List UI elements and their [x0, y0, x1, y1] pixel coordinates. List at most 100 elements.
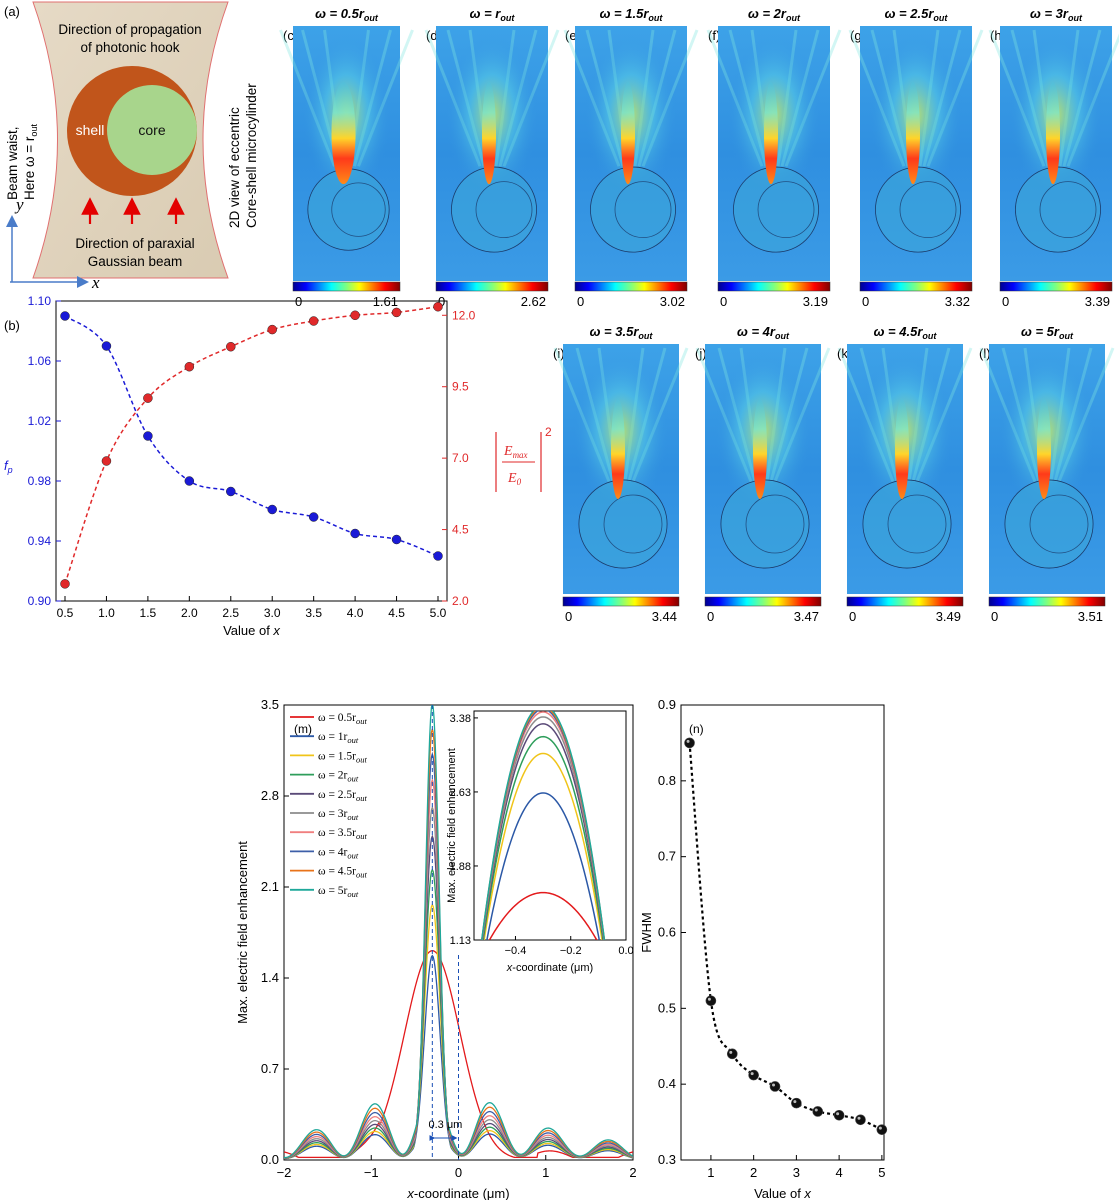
legend-label-sub: out [356, 870, 368, 880]
inset-series-group [480, 711, 606, 940]
colorbar-min: 0 [565, 609, 572, 624]
legend-label: ω = 4.5rout [318, 866, 368, 880]
field-map-title-sub: out [933, 13, 948, 23]
field-map-title: ω = 4.5rout [874, 324, 938, 341]
legend-label-main: ω = 4.5r [318, 866, 356, 878]
data-point [684, 737, 695, 749]
series-line [64, 305, 439, 585]
field-map-title-sub: out [775, 331, 790, 341]
data-point-highlight [857, 1116, 861, 1120]
y-left-tick-label: 0.94 [28, 534, 52, 548]
field-map-title: ω = 4rout [737, 324, 790, 341]
panel-n-chart: (n) 1 2 3 4 5 0.3 0.4 0.5 0.6 0.7 0.8 0.9 Value of x F… [639, 697, 888, 1200]
colorbar-min: 0 [577, 294, 584, 309]
legend-label-main: ω = 0.5r [318, 712, 356, 724]
x-tick-label: 3.5 [305, 606, 322, 620]
y-right-tick-label: 7.0 [452, 451, 469, 465]
field-hotspot [1037, 399, 1051, 499]
particle-shell [1004, 479, 1094, 569]
colorbar-min: 0 [720, 294, 727, 309]
colorbar [574, 281, 688, 292]
field-map-title-main: ω = 3.5r [590, 324, 640, 339]
beam-waist-eq: Here ω = r [22, 136, 37, 200]
data-point [226, 486, 236, 497]
legend-label-main: ω = 1.5r [318, 750, 356, 762]
y-tick-label: 0.4 [658, 1076, 676, 1091]
field-map-title: ω = 3rout [1030, 6, 1083, 23]
x-axis-label-text: Value of [223, 623, 273, 638]
legend-label-main: ω = 4r [318, 846, 348, 858]
y-axis-label: FWHM [639, 912, 654, 952]
data-point [101, 456, 112, 466]
legend-label: ω = 2.5rout [318, 789, 368, 803]
panel-a-label: (a) [4, 4, 20, 19]
legend-label: ω = 3.5rout [318, 827, 368, 841]
colorbar-max: 3.19 [803, 294, 828, 309]
colorbar-max: 3.44 [652, 609, 677, 624]
field-map-label: (i) [553, 346, 565, 361]
data-point-highlight [793, 1100, 797, 1104]
y-left-label-sub: p [7, 465, 13, 475]
y-right-tick-label: 9.5 [452, 380, 469, 394]
panel-b-chart: (b) 0.5 1.0 1.5 2.0 2.5 3.0 3.5 4.0 4.5 5.0 0.90 0.9… [4, 294, 552, 638]
inset-x-tick-label: −0.2 [560, 945, 582, 957]
field-map-title: ω = 2rout [748, 6, 801, 23]
panel-b-label: (b) [4, 318, 20, 333]
particle-shell [307, 168, 390, 251]
legend-label-sub: out [356, 716, 368, 726]
colorbar-max: 3.51 [1078, 609, 1103, 624]
beam-waist-text: Beam waist, Here ω = rout [5, 124, 39, 200]
data-point [143, 431, 153, 441]
y-left-tick-label: 0.98 [28, 474, 52, 488]
panel-a: (a) Direction of propagation of photonic… [4, 1, 259, 292]
core-circle [107, 85, 197, 175]
data-point [433, 551, 443, 561]
particle-core [1039, 181, 1097, 239]
view-text: 2D view of eccentric Core-shell microcyl… [227, 83, 259, 228]
data-point [855, 1114, 866, 1126]
field-map-title-main: ω = 2.5r [885, 6, 935, 21]
colorbar-min: 0 [991, 609, 998, 624]
particle-core [887, 494, 947, 554]
field-map-title: ω = rout [470, 6, 516, 23]
field-map-label: (l) [979, 346, 991, 361]
field-map-title: ω = 2.5rout [885, 6, 949, 23]
colorbar-max: 3.32 [945, 294, 970, 309]
y-tick-label: 1.4 [261, 970, 279, 985]
legend-label-sub: out [356, 793, 368, 803]
inset-y-tick-label: 1.13 [450, 935, 471, 947]
legend-label: ω = 5rout [318, 885, 359, 899]
field-map-l: (l) ω = 5rout 0 3.51 [979, 324, 1115, 624]
field-map-i: (i) ω = 3.5rout 0 3.44 [553, 324, 689, 624]
particle-core [757, 181, 815, 239]
legend-label-sub: out [356, 754, 368, 764]
inset-y-tick-label: 3.38 [450, 713, 471, 725]
legend-label: ω = 4rout [318, 846, 359, 860]
inset-series-line [483, 752, 603, 940]
inset-series-line [488, 891, 598, 940]
frac-exp: 2 [545, 425, 552, 439]
data-point-highlight [750, 1072, 754, 1076]
particle-core [603, 494, 663, 554]
field-map-title-sub: out [1068, 13, 1083, 23]
particle-core [1029, 494, 1089, 554]
x-tick-label: 4.5 [388, 606, 405, 620]
legend-label: ω = 1rout [318, 731, 359, 745]
axis-x-label: x [91, 273, 100, 292]
colorbar-min: 0 [1002, 294, 1009, 309]
field-map-title: ω = 3.5rout [590, 324, 654, 341]
x-axis-label: Value of x [754, 1186, 811, 1200]
particle-core [331, 182, 386, 237]
inset-x-tick-label: 0.0 [618, 945, 633, 957]
beam-waist-line-1: Beam waist, [5, 126, 20, 200]
y-left-tick-label: 1.02 [28, 414, 52, 428]
colorbar-max: 3.39 [1085, 294, 1110, 309]
field-map-title-sub: out [638, 331, 653, 341]
x-tick-label: 0.5 [57, 606, 74, 620]
view-line-2: Core-shell microcylinder [244, 83, 259, 228]
y-axis-label: Max. electric field enhancement [235, 841, 250, 1024]
